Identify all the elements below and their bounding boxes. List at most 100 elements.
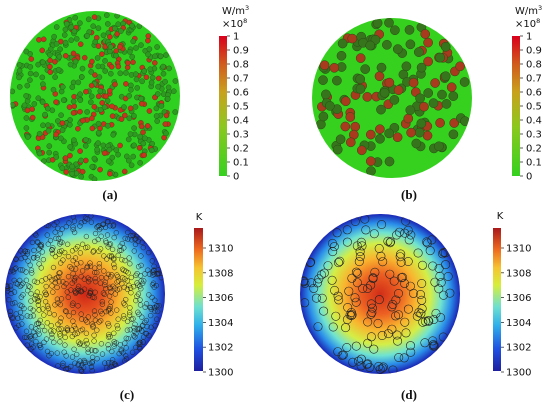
particle — [35, 61, 42, 68]
particle — [82, 142, 89, 149]
particle — [16, 84, 23, 90]
colorbar-tick-label: 0.5 — [233, 102, 249, 113]
particle — [81, 286, 88, 292]
particle — [440, 41, 451, 52]
particle — [151, 60, 158, 66]
particle — [94, 55, 101, 61]
particle — [67, 61, 74, 68]
particle — [85, 275, 91, 281]
particle — [19, 282, 25, 288]
particle — [152, 297, 158, 303]
particle — [172, 78, 179, 84]
particle — [35, 320, 42, 327]
particle — [404, 235, 414, 245]
particle — [77, 223, 83, 229]
particle — [136, 144, 143, 151]
particle — [412, 311, 422, 321]
particle — [77, 148, 83, 154]
particle — [71, 28, 78, 35]
particles-c — [5, 214, 165, 374]
particle — [68, 37, 74, 44]
particle — [123, 353, 129, 359]
particle — [134, 293, 140, 299]
particle — [313, 322, 323, 332]
particle — [65, 294, 71, 300]
particle — [141, 68, 148, 74]
colorbar-tick-label: 1 — [526, 32, 532, 43]
particle — [37, 294, 43, 300]
particle — [53, 131, 59, 138]
particle — [9, 300, 16, 307]
particle — [341, 323, 351, 333]
particle — [152, 308, 158, 314]
particle — [78, 173, 84, 180]
particle — [36, 261, 42, 267]
particle — [70, 309, 77, 316]
particle — [30, 307, 36, 313]
particle — [408, 77, 419, 88]
particle — [127, 309, 133, 316]
particle — [28, 298, 34, 304]
particle — [77, 41, 84, 48]
particle — [80, 117, 86, 124]
particle — [68, 287, 74, 293]
particle — [78, 311, 84, 317]
particle — [55, 118, 61, 124]
particle — [36, 331, 42, 337]
particle — [379, 87, 390, 98]
particle — [300, 276, 309, 286]
particle — [95, 129, 102, 136]
particle — [99, 301, 106, 307]
particle — [46, 353, 52, 359]
particle — [155, 270, 161, 277]
particle — [102, 360, 108, 366]
particle — [80, 364, 87, 371]
particle — [367, 307, 377, 317]
particle — [327, 275, 337, 285]
particle — [131, 325, 137, 331]
particle — [448, 129, 459, 140]
particle — [95, 223, 101, 229]
particle — [99, 299, 105, 305]
particle — [128, 237, 135, 243]
particle — [97, 166, 103, 173]
particle — [92, 230, 99, 237]
particle — [139, 314, 145, 320]
particle — [47, 57, 53, 64]
particle — [9, 267, 16, 273]
particle — [112, 81, 118, 88]
particle — [436, 312, 446, 322]
particle — [362, 92, 373, 102]
particle — [102, 282, 108, 288]
particle — [403, 304, 413, 314]
panel-d: 1310 1308 1306 1304 1302 1300 K (d) — [300, 211, 531, 402]
particle — [406, 230, 416, 240]
particle — [117, 142, 123, 149]
particle — [113, 147, 120, 153]
particle — [58, 296, 65, 302]
particle — [150, 280, 157, 286]
particle — [99, 51, 105, 57]
particle — [85, 314, 91, 320]
particle — [105, 308, 112, 314]
particle — [63, 308, 69, 315]
particle — [35, 252, 41, 258]
particle — [121, 284, 127, 291]
particle — [129, 22, 135, 29]
particle — [82, 245, 89, 251]
particle — [390, 25, 400, 36]
particle — [52, 74, 58, 80]
particle — [45, 127, 52, 134]
particle — [69, 302, 76, 308]
particle — [131, 125, 137, 131]
particle — [107, 48, 113, 55]
particle — [85, 16, 92, 23]
particle — [60, 97, 67, 103]
particle — [69, 163, 75, 170]
particle — [87, 360, 93, 367]
particle — [92, 72, 98, 78]
particle — [45, 223, 52, 229]
particle — [94, 269, 100, 276]
particle — [62, 342, 68, 348]
particle — [23, 115, 30, 121]
